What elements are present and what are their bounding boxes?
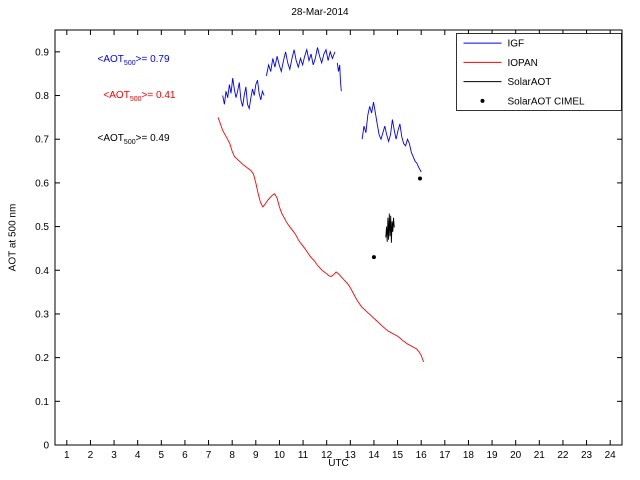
y-tick-label: 0.1 [35, 397, 49, 408]
y-tick-label: 0.4 [35, 266, 49, 277]
legend-label: IGF [508, 39, 525, 50]
legend-entry-solaraot-cimel: SolarAOT CIMEL [480, 96, 585, 107]
x-tick-label: 22 [557, 450, 569, 461]
y-tick-label: 0 [43, 441, 49, 452]
x-tick-label: 4 [135, 450, 141, 461]
aot-mean-annotation-2: <AOT500>= 0.41 [103, 89, 176, 103]
dot-marker-icon [480, 98, 485, 103]
x-tick-label: 1 [64, 450, 70, 461]
x-tick-label: 7 [206, 450, 212, 461]
y-axis-label: AOT at 500 nm [7, 203, 19, 272]
y-tick-label: 0.2 [35, 353, 49, 364]
series-solaraot-cimel [371, 176, 423, 260]
axes-box [54, 29, 623, 446]
series-iopan [217, 117, 425, 363]
x-tick-label: 8 [229, 450, 235, 461]
aot-mean-annotation-3: <AOT500>= 0.49 [97, 133, 170, 147]
y-tick-label: 0.9 [35, 47, 49, 58]
legend-label: SolarAOT [508, 77, 552, 88]
x-tick-label: 21 [534, 450, 546, 461]
x-tick-label: 17 [439, 450, 451, 461]
x-tick-label: 16 [416, 450, 428, 461]
x-tick-label: 15 [392, 450, 404, 461]
legend-entry-solaraot: SolarAOT [463, 77, 552, 88]
legend-label: SolarAOT CIMEL [508, 96, 585, 107]
x-tick-label: 13 [345, 450, 357, 461]
y-ticks: 0 0.1 0.2 0.3 0.4 0.5 0.6 0.7 0.8 0.9 [35, 47, 622, 452]
x-tick-label: 5 [159, 450, 165, 461]
y-tick-label: 0.3 [35, 309, 49, 320]
x-tick-label: 20 [510, 450, 522, 461]
x-ticks: 1 2 3 4 5 6 7 8 9 10 11 12 13 14 15 16 17 18 19 20 21 22 23 24 [64, 30, 616, 461]
x-tick-label: 10 [274, 450, 286, 461]
chart-title: 28-Mar-2014 [291, 7, 349, 18]
y-tick-label: 0.6 [35, 178, 49, 189]
legend-entry-iopan: IOPAN [463, 58, 538, 69]
x-tick-label: 19 [487, 450, 499, 461]
legend: IGF IOPAN SolarAOT SolarAOT CIMEL [456, 33, 622, 111]
x-tick-label: 18 [463, 450, 475, 461]
x-tick-label: 24 [605, 450, 617, 461]
series-igf [222, 47, 422, 173]
legend-entry-igf: IGF [463, 39, 525, 50]
series-solaraot [385, 213, 395, 243]
x-axis-label: UTC [328, 458, 349, 469]
x-tick-label: 3 [111, 450, 117, 461]
x-tick-label: 6 [182, 450, 188, 461]
x-tick-label: 12 [321, 450, 333, 461]
y-tick-label: 0.7 [35, 135, 49, 146]
x-tick-label: 11 [298, 450, 309, 461]
x-tick-label: 23 [581, 450, 593, 461]
aot-mean-annotation-1: <AOT500>= 0.79 [97, 54, 170, 68]
x-tick-label: 9 [253, 450, 259, 461]
x-tick-label: 2 [88, 450, 94, 461]
legend-label: IOPAN [508, 58, 538, 69]
y-tick-label: 0.5 [35, 222, 49, 233]
x-tick-label: 14 [368, 450, 380, 461]
y-tick-label: 0.8 [35, 91, 49, 102]
